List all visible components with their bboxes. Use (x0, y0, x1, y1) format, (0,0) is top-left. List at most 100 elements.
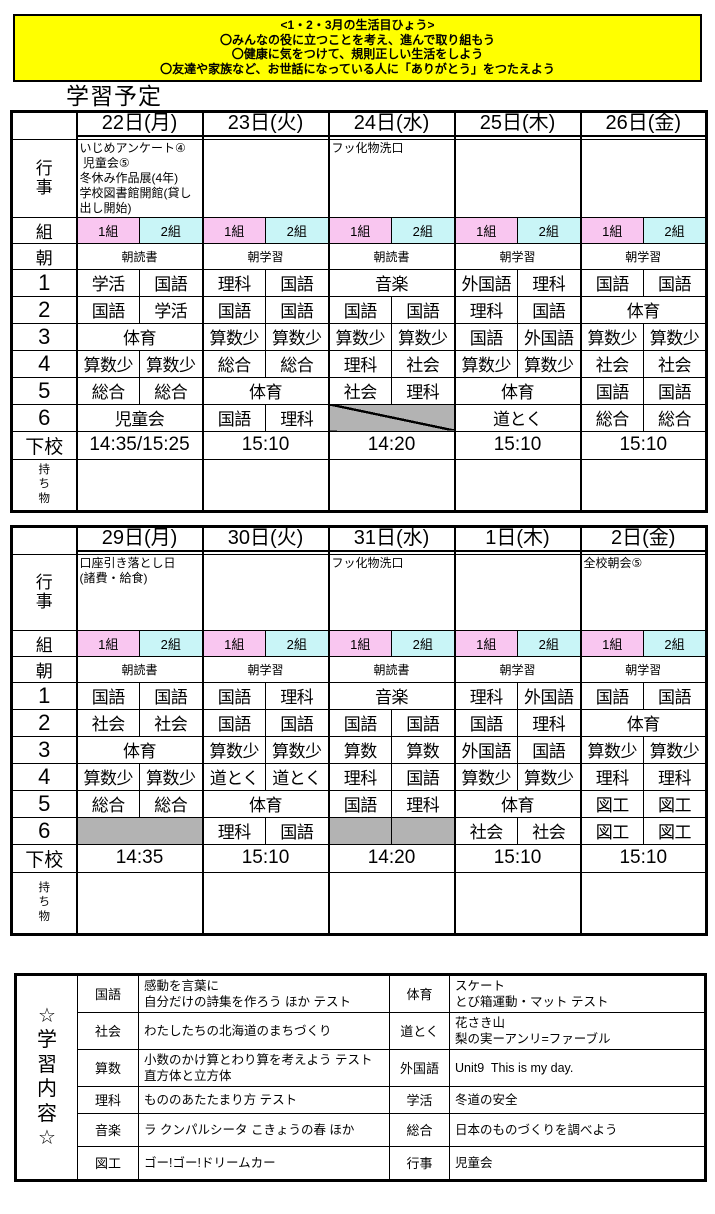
date-text: 1日(木) (456, 527, 580, 552)
subject-cell: 算数少 (517, 349, 581, 378)
events-cell: 全校朝会⑤ (579, 553, 707, 631)
goal-banner-title: <1・2・3月の生活目ひょう> (280, 18, 435, 32)
date-text: 23日(火) (204, 112, 328, 137)
subject-cell: 総合 (265, 349, 329, 378)
goal-banner: <1・2・3月の生活目ひょう> 〇みんなの役に立つことを考え、進んで取り組もう … (13, 14, 702, 82)
subject-cell: 国語 (579, 376, 644, 405)
events-cell: 口座引き落とし日 (諸費・給食) (75, 553, 203, 631)
dismissal-cell: 15:10 (201, 430, 329, 460)
content-subject: 算数 (77, 1048, 139, 1087)
subject-cell: 国語 (201, 403, 266, 432)
subject-cell: 国語 (517, 735, 581, 764)
class1-cell: 1組 (453, 629, 518, 657)
date-text: 26日(金) (582, 112, 705, 137)
subject-cell: 体育 (579, 708, 707, 737)
class2-cell: 2組 (643, 629, 707, 657)
subject-cell: 総合 (579, 403, 644, 432)
subject-cell: 算数少 (139, 349, 203, 378)
class1-cell: 1組 (75, 216, 140, 244)
period-number: 3 (11, 322, 78, 351)
content-subject: 体育 (389, 973, 450, 1013)
date-header: 23日(火) (201, 110, 329, 140)
subject-cell: 国語 (75, 295, 140, 324)
subject-cell: 国語 (201, 295, 266, 324)
subject-cell: 算数少 (201, 322, 266, 351)
subject-cell: 国語 (517, 295, 581, 324)
subject-cell: 算数少 (201, 735, 266, 764)
subject-cell: 社会 (643, 349, 707, 378)
class-row-label: 組 (11, 629, 78, 657)
content-title: ☆ 学 習 内 容 ☆ (15, 973, 78, 1181)
subject-cell: 図工 (643, 816, 707, 845)
subject-cell: 国語 (139, 681, 203, 710)
subject-cell: 体育 (579, 295, 707, 324)
subject-cell: 理科 (201, 268, 266, 297)
subject-cell: 総合 (643, 403, 707, 432)
date-text: 30日(火) (204, 527, 328, 552)
content-text: 花さき山 梨の実ーアンリ=ファーブル (449, 1011, 706, 1050)
events-cell (453, 138, 581, 218)
date-header: 31日(水) (327, 525, 455, 555)
class2-cell: 2組 (139, 216, 203, 244)
subject-cell: 国語 (327, 295, 392, 324)
belongings-cell (201, 458, 329, 512)
content-text: ラ クンパルシータ こきょうの春 ほか (138, 1112, 390, 1147)
subject-cell: 算数少 (391, 322, 455, 351)
subject-cell: 社会 (75, 708, 140, 737)
subject-cell: 国語 (327, 708, 392, 737)
events-cell (579, 138, 707, 218)
date-text: 29日(月) (78, 527, 202, 552)
subject-cell: 国語 (643, 268, 707, 297)
events-cell: フッ化物洗口 (327, 138, 455, 218)
class2-cell: 2組 (643, 216, 707, 244)
subject-cell: 道とく (453, 403, 581, 432)
belongings-cell (453, 871, 581, 935)
week1-schedule: 22日(月) 23日(火) 24日(水) 25日(木) 26日(金) 行 事いじめアンケー… (0, 109, 715, 513)
subject-cell: 算数少 (643, 735, 707, 764)
period-number: 5 (11, 789, 78, 818)
subject-cell: 道とく (265, 762, 329, 791)
date-text: 25日(木) (456, 112, 580, 137)
content-text: スケート とび箱運動・マット テスト (449, 973, 706, 1013)
week2-schedule: 29日(月) 30日(火) 31日(水) 1日(木) 2日(金) 行 事口座引き落とし日 … (0, 524, 715, 936)
content-subject: 図工 (77, 1145, 139, 1181)
goal-line-3: 〇友達や家族など、お世話になっている人に「ありがとう」をつたえよう (160, 61, 555, 76)
content-subject: 行事 (389, 1145, 450, 1181)
morning-cell: 朝学習 (453, 242, 581, 270)
belongings-row-label: 持 ち 物 (11, 458, 78, 512)
subject-cell: 図工 (579, 789, 644, 818)
subject-cell: 国語 (327, 789, 392, 818)
morning-cell: 朝読書 (75, 242, 203, 270)
subject-cell: 国語 (579, 681, 644, 710)
subject-cell: 理科 (201, 816, 266, 845)
period-number: 4 (11, 762, 78, 791)
subject-cell: 算数少 (579, 322, 644, 351)
class2-cell: 2組 (391, 216, 455, 244)
subject-cell: 理科 (391, 376, 455, 405)
dismissal-cell: 15:10 (579, 430, 707, 460)
dismissal-row-label: 下校 (11, 843, 78, 873)
class2-cell: 2組 (391, 629, 455, 657)
date-header: 2日(金) (579, 525, 707, 555)
events-cell (201, 138, 329, 218)
content-subject: 学活 (389, 1085, 450, 1114)
subject-cell: 社会 (517, 816, 581, 845)
subject-cell: 体育 (201, 376, 329, 405)
period-number: 1 (11, 268, 78, 297)
subject-cell: 社会 (139, 708, 203, 737)
subject-cell: 国語 (265, 295, 329, 324)
date-text: 2日(金) (582, 527, 705, 552)
subject-cell: 社会 (327, 376, 392, 405)
subject-cell: 算数少 (265, 322, 329, 351)
period-number: 2 (11, 295, 78, 324)
belongings-cell (453, 458, 581, 512)
content-text: わたしたちの北海道のまちづくり (138, 1011, 390, 1050)
period-number: 2 (11, 708, 78, 737)
subject-cell: 国語 (265, 268, 329, 297)
subject-cell: 音楽 (327, 681, 455, 710)
events-row-label: 行 事 (11, 553, 78, 631)
belongings-cell (201, 871, 329, 935)
subject-cell: 国語 (643, 376, 707, 405)
subject-cell: 社会 (453, 816, 518, 845)
subject-cell: 外国語 (453, 268, 518, 297)
